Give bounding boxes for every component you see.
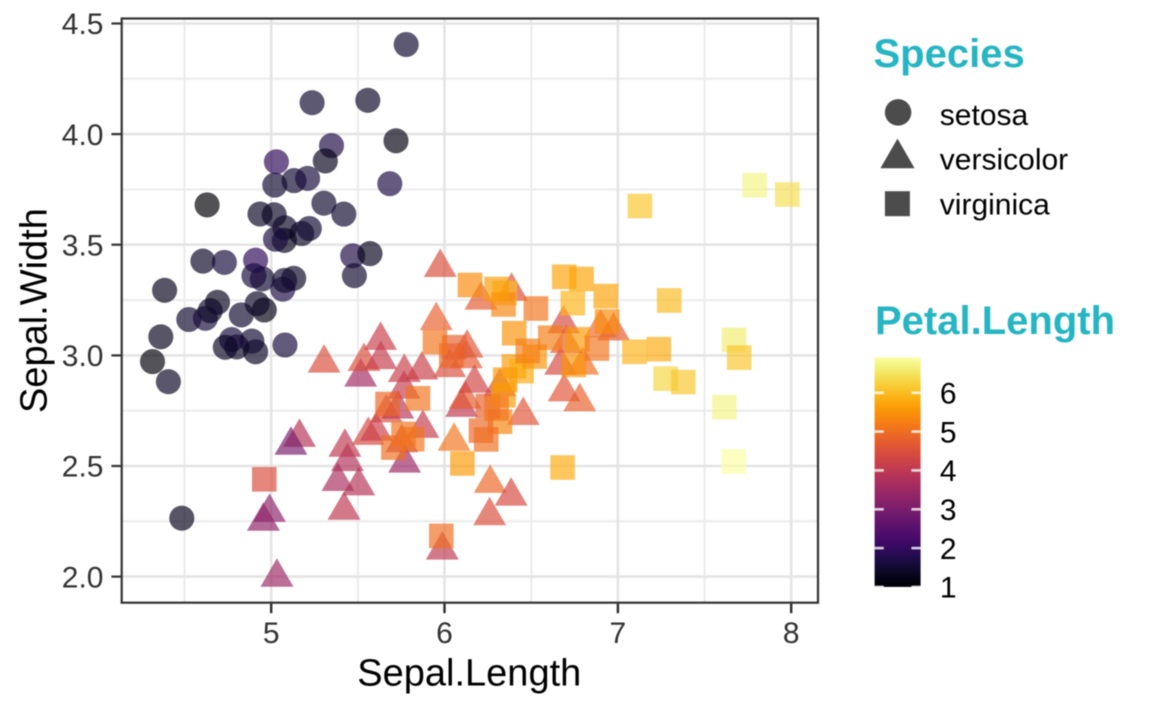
svg-text:4.5: 4.5 xyxy=(62,8,104,41)
svg-text:6: 6 xyxy=(940,378,957,411)
svg-text:Species: Species xyxy=(874,32,1025,76)
svg-text:4.0: 4.0 xyxy=(62,119,104,152)
svg-text:5: 5 xyxy=(263,617,280,650)
svg-text:Sepal.Width: Sepal.Width xyxy=(14,208,56,413)
svg-text:4: 4 xyxy=(940,455,957,488)
svg-text:versicolor: versicolor xyxy=(940,143,1068,176)
svg-text:8: 8 xyxy=(783,617,800,650)
svg-text:setosa: setosa xyxy=(940,99,1029,132)
svg-text:5: 5 xyxy=(940,416,957,449)
svg-text:virginica: virginica xyxy=(940,188,1050,221)
svg-text:Sepal.Length: Sepal.Length xyxy=(357,652,581,694)
svg-text:Petal.Length: Petal.Length xyxy=(875,299,1115,343)
svg-text:2.0: 2.0 xyxy=(62,561,104,594)
svg-text:7: 7 xyxy=(610,617,627,650)
svg-text:1: 1 xyxy=(940,572,957,605)
svg-text:3.0: 3.0 xyxy=(62,340,104,373)
svg-text:6: 6 xyxy=(436,617,453,650)
svg-text:2.5: 2.5 xyxy=(62,451,104,484)
svg-text:3: 3 xyxy=(940,494,957,527)
svg-text:2: 2 xyxy=(940,533,957,566)
svg-text:3.5: 3.5 xyxy=(62,229,104,262)
